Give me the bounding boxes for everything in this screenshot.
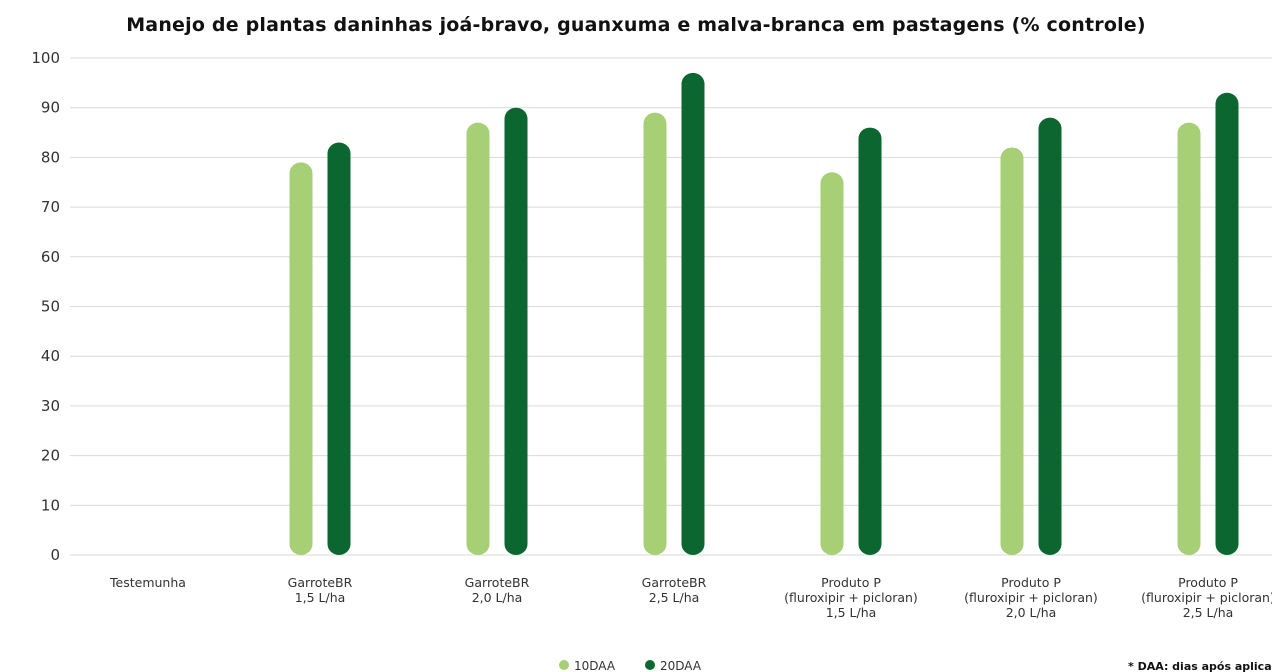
y-tick-label: 80 — [41, 148, 60, 166]
bar-20daa — [1038, 117, 1062, 555]
x-tick-label: 2,5 L/ha — [1183, 605, 1234, 620]
bar-20daa — [681, 72, 705, 555]
x-tick-label: GarroteBR — [288, 575, 353, 590]
x-tick-label: (fluroxipir + picloran) — [964, 590, 1098, 605]
y-tick-label: 70 — [41, 198, 60, 216]
legend-marker-10daa — [559, 660, 569, 670]
x-tick-label: GarroteBR — [465, 575, 530, 590]
x-tick-label: 1,5 L/ha — [826, 605, 877, 620]
x-tick-label: Testemunha — [109, 575, 186, 590]
bar-10daa — [820, 172, 844, 555]
x-tick-label: 2,0 L/ha — [472, 590, 523, 605]
chart-title: Manejo de plantas daninhas joá-bravo, gu… — [126, 14, 1146, 36]
bar-10daa — [1000, 147, 1024, 555]
y-tick-label: 10 — [41, 496, 60, 514]
bar-10daa — [643, 112, 667, 556]
bar-20daa — [327, 142, 351, 556]
bar-20daa — [1215, 92, 1239, 555]
y-tick-label: 0 — [50, 546, 60, 564]
legend-label-10daa: 10DAA — [574, 659, 616, 672]
x-tick-label: (fluroxipir + picloran) — [1141, 590, 1272, 605]
y-tick-label: 90 — [41, 99, 60, 117]
y-tick-label: 100 — [31, 49, 60, 67]
y-tick-label: 50 — [41, 298, 60, 316]
x-tick-label: 2,5 L/ha — [649, 590, 700, 605]
bar-20daa — [858, 127, 882, 555]
legend: 10DAA 20DAA — [559, 659, 702, 672]
legend-marker-20daa — [645, 660, 655, 670]
bar-10daa — [466, 122, 490, 556]
x-tick-label: 2,0 L/ha — [1006, 605, 1057, 620]
legend-label-20daa: 20DAA — [660, 659, 702, 672]
y-tick-label: 60 — [41, 248, 60, 266]
bars — [289, 72, 1239, 556]
y-tick-label: 40 — [41, 347, 60, 365]
y-axis-ticks: 0 10 20 30 40 50 60 70 80 90 100 — [31, 49, 60, 564]
x-tick-label: (fluroxipir + picloran) — [784, 590, 918, 605]
y-tick-label: 20 — [41, 447, 60, 465]
y-tick-label: 30 — [41, 397, 60, 415]
x-tick-label: Produto P — [1001, 575, 1061, 590]
x-tick-label: 1,5 L/ha — [295, 590, 346, 605]
bar-10daa — [289, 162, 313, 555]
x-tick-label: Produto P — [821, 575, 881, 590]
bar-10daa — [1177, 122, 1201, 556]
footnote: * DAA: dias após aplicação — [1128, 660, 1272, 672]
x-tick-label: Produto P — [1178, 575, 1238, 590]
x-tick-label: GarroteBR — [642, 575, 707, 590]
gridlines — [70, 57, 1272, 556]
bar-20daa — [504, 107, 528, 555]
